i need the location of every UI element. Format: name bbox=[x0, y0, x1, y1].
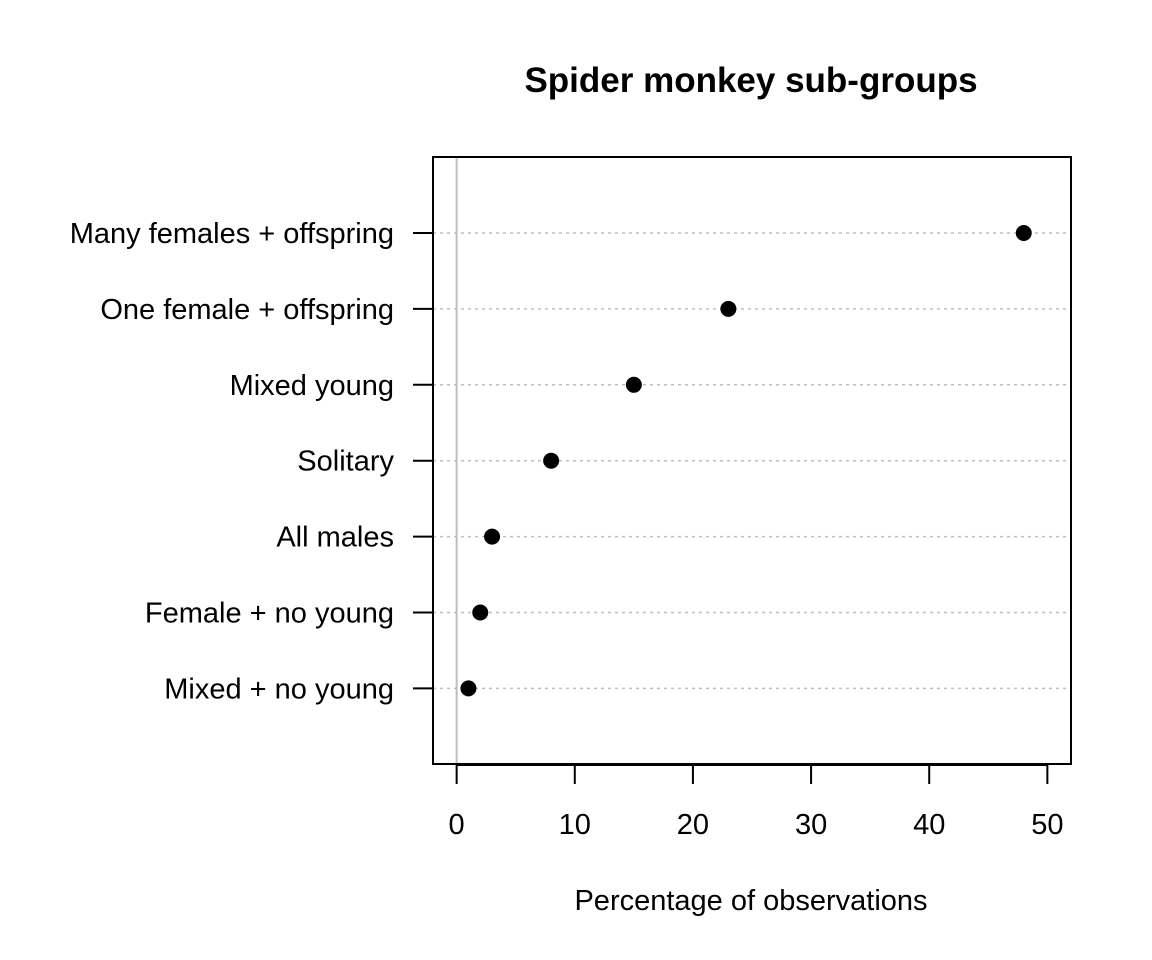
category-label: Mixed + no young bbox=[164, 673, 394, 705]
category-label: One female + offspring bbox=[100, 294, 394, 326]
category-label: Female + no young bbox=[145, 598, 394, 630]
x-tick-label: 0 bbox=[449, 809, 465, 841]
x-axis-label: Percentage of observations bbox=[574, 885, 927, 917]
data-point bbox=[720, 300, 737, 317]
chart-title: Spider monkey sub-groups bbox=[524, 61, 977, 100]
x-tick-label: 50 bbox=[1031, 809, 1063, 841]
data-point bbox=[484, 528, 501, 545]
x-tick-label: 30 bbox=[795, 809, 827, 841]
category-label: All males bbox=[276, 522, 394, 554]
x-tick-label: 40 bbox=[913, 809, 945, 841]
category-label: Many females + offspring bbox=[70, 218, 394, 250]
x-tick-label: 10 bbox=[559, 809, 591, 841]
x-tick-label: 20 bbox=[677, 809, 709, 841]
data-point bbox=[460, 680, 477, 697]
category-label: Solitary bbox=[297, 446, 394, 478]
data-point bbox=[1015, 225, 1032, 241]
data-point bbox=[625, 376, 642, 393]
category-label: Mixed young bbox=[230, 370, 394, 402]
data-point bbox=[472, 604, 489, 621]
x-axis: 0 10 20 30 40 50 bbox=[449, 764, 1064, 841]
plot-frame bbox=[432, 156, 1072, 765]
data-point bbox=[543, 452, 560, 469]
y-axis: Many females + offspring One female + off… bbox=[70, 218, 433, 705]
plot-area bbox=[433, 157, 1071, 764]
